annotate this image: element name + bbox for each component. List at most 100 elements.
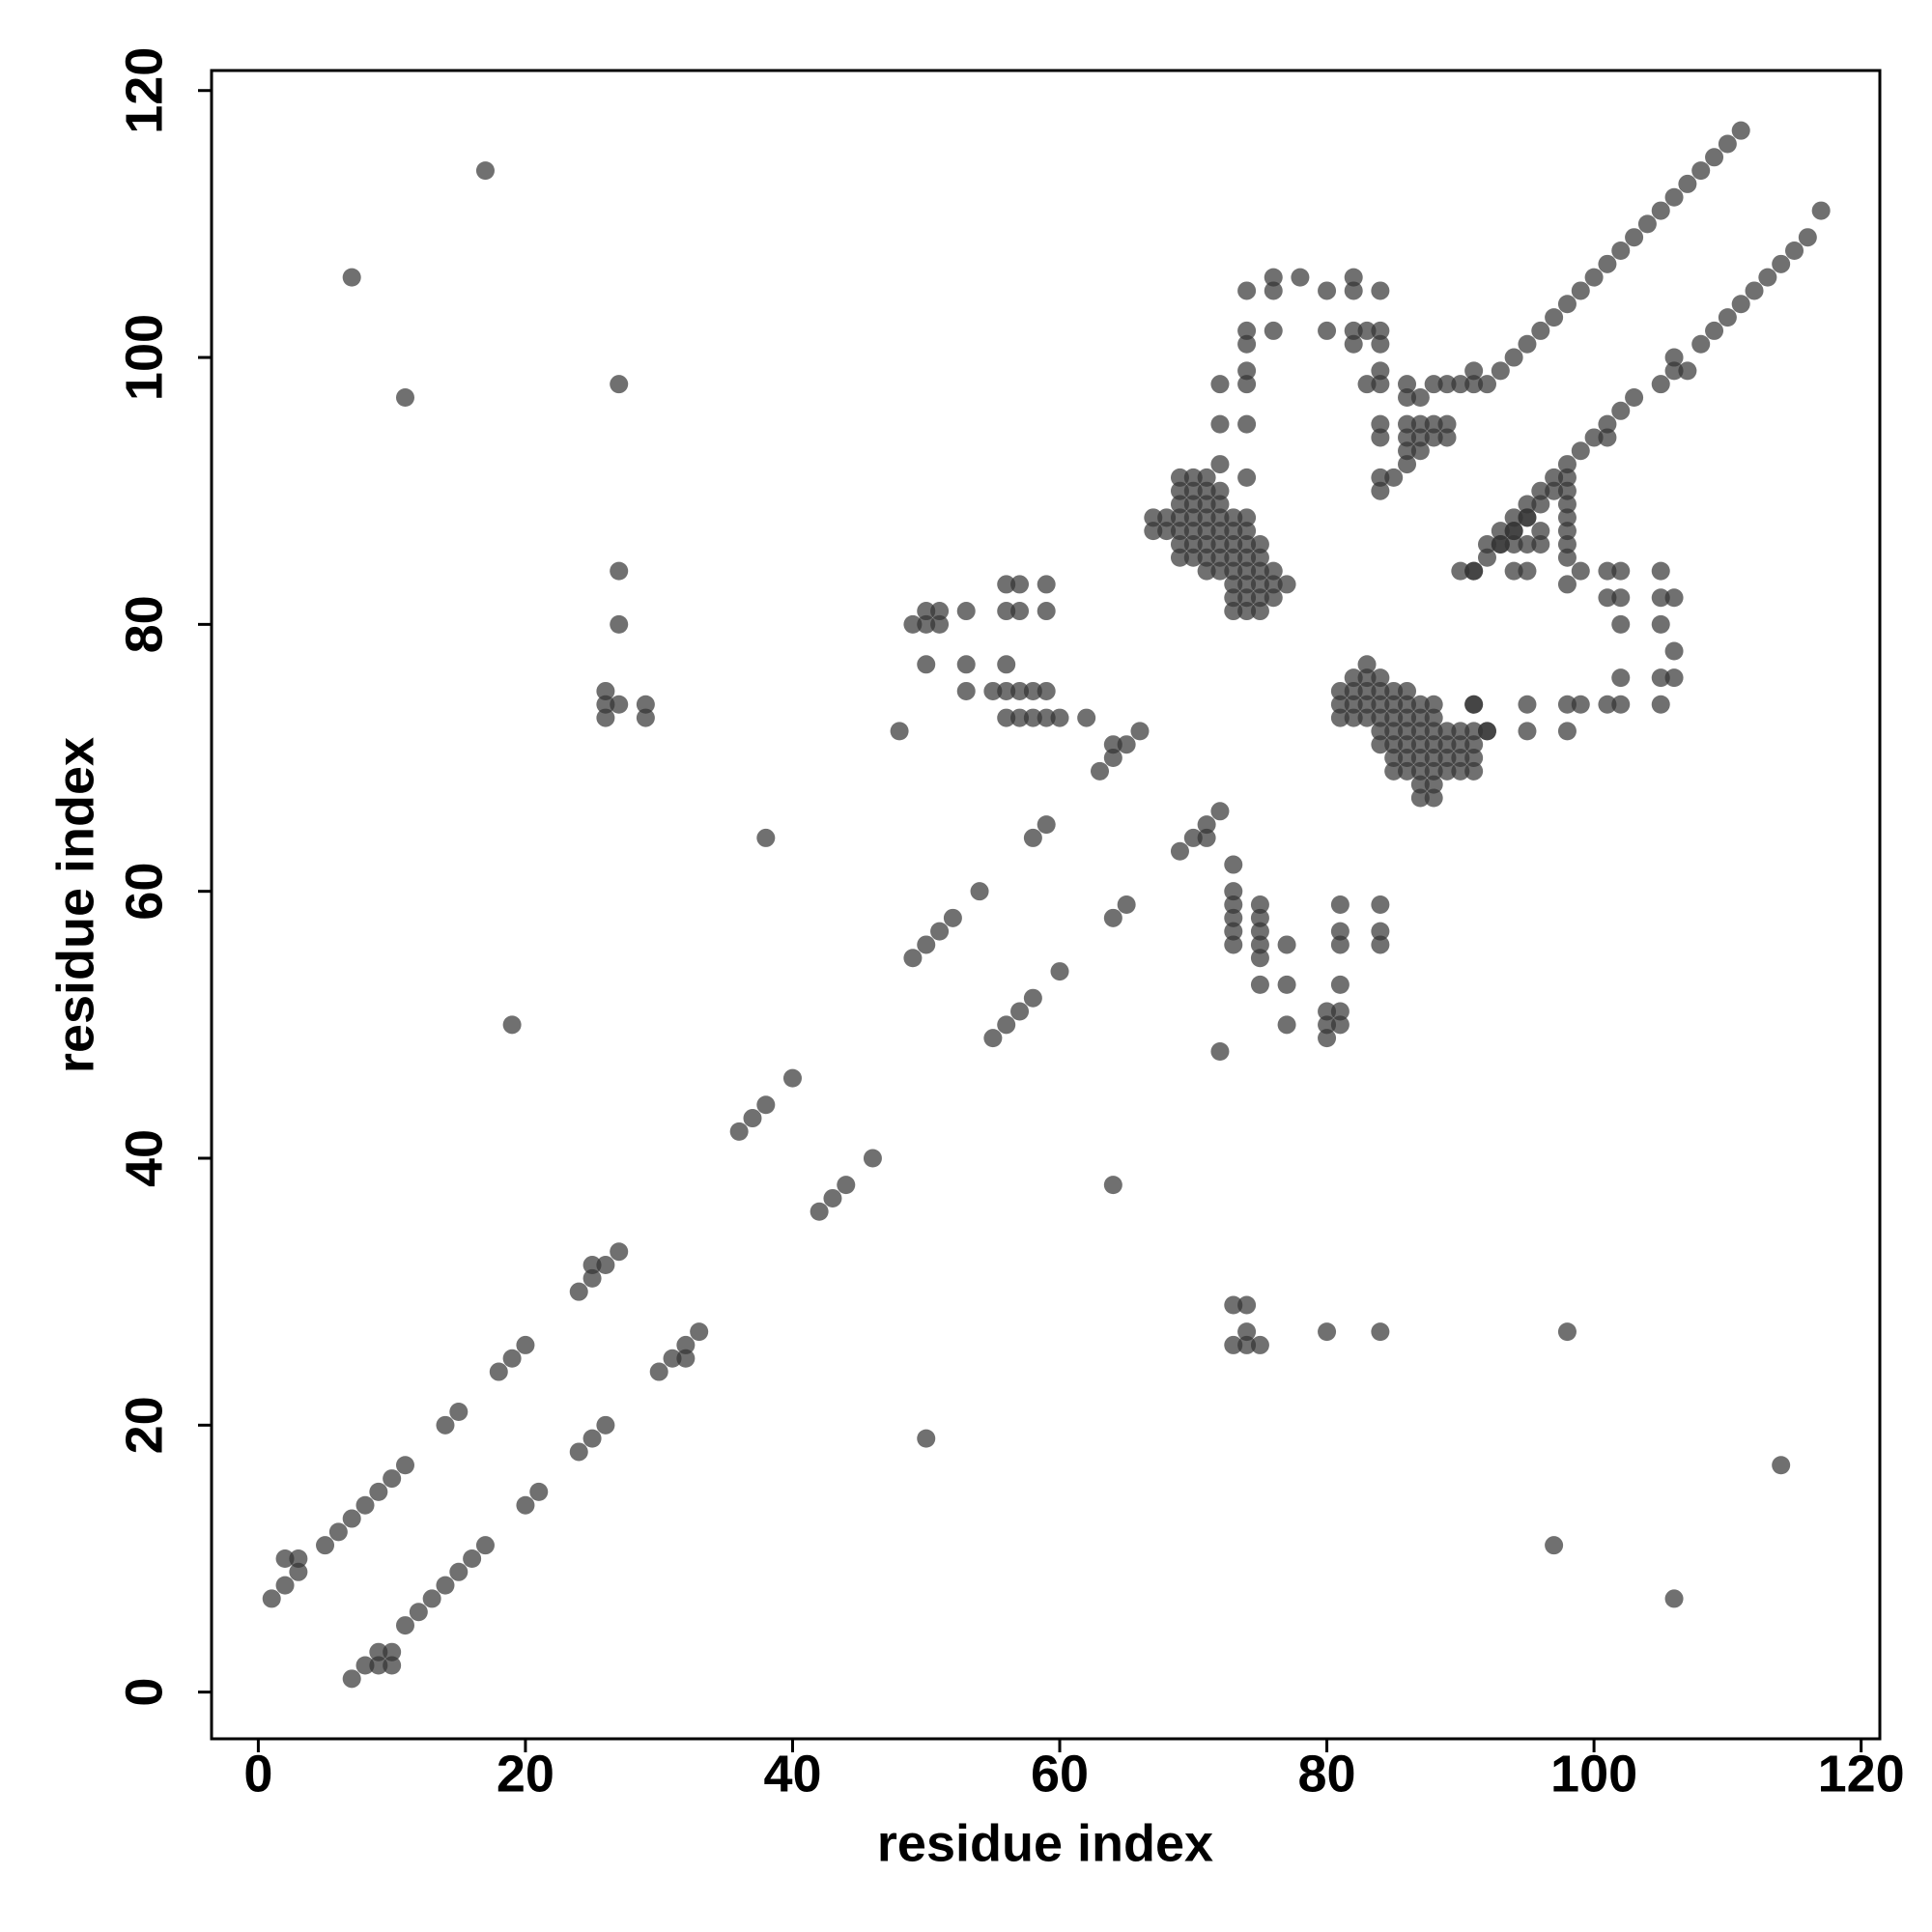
point	[1010, 575, 1030, 594]
point	[582, 1429, 602, 1448]
point	[823, 1188, 842, 1208]
point	[1424, 695, 1443, 714]
point	[903, 949, 923, 968]
point	[1464, 361, 1484, 381]
point	[1237, 602, 1257, 621]
point	[1410, 722, 1430, 741]
point	[1224, 522, 1243, 541]
point	[1557, 534, 1577, 554]
point	[1224, 534, 1243, 554]
point	[1277, 935, 1296, 954]
point	[355, 1656, 375, 1675]
point	[1197, 481, 1216, 500]
point	[930, 614, 950, 634]
point	[409, 1603, 428, 1622]
point	[1584, 428, 1604, 447]
point	[1625, 228, 1644, 247]
point	[1250, 534, 1269, 554]
point	[1424, 428, 1443, 447]
point	[782, 1068, 802, 1088]
point	[1357, 668, 1377, 688]
point	[1504, 522, 1523, 541]
x-tick-label: 20	[497, 1745, 554, 1803]
point	[1410, 735, 1430, 754]
point	[1170, 534, 1189, 554]
point	[1357, 375, 1377, 394]
point	[610, 1242, 629, 1262]
point	[1424, 735, 1443, 754]
point	[1237, 361, 1257, 381]
point	[837, 1176, 856, 1195]
point	[1170, 841, 1189, 861]
point	[489, 1362, 508, 1381]
point	[1625, 387, 1644, 407]
point	[1371, 375, 1390, 394]
point	[1451, 722, 1470, 741]
point	[1531, 321, 1550, 340]
point	[1518, 508, 1537, 527]
point	[1437, 428, 1457, 447]
point	[395, 1456, 414, 1475]
point	[1384, 708, 1404, 727]
point	[1157, 522, 1177, 541]
point	[1398, 414, 1417, 434]
point	[383, 1469, 402, 1489]
point	[1250, 895, 1269, 914]
point	[1518, 334, 1537, 354]
point	[1103, 749, 1122, 768]
point	[1357, 321, 1377, 340]
point	[1250, 575, 1269, 594]
point	[1371, 428, 1390, 447]
point	[1557, 481, 1577, 500]
y-tick-label: 60	[115, 863, 173, 921]
point	[903, 614, 923, 634]
point	[1557, 455, 1577, 474]
point	[1237, 334, 1257, 354]
point	[1598, 428, 1617, 447]
point	[1451, 761, 1470, 781]
point	[1611, 561, 1631, 581]
point	[1357, 681, 1377, 700]
point	[1330, 975, 1350, 994]
point	[342, 268, 361, 287]
point	[529, 1482, 549, 1501]
point	[1371, 334, 1390, 354]
point	[1518, 534, 1537, 554]
point	[1424, 749, 1443, 768]
point	[1545, 481, 1564, 500]
point	[997, 602, 1016, 621]
point	[1224, 895, 1243, 914]
point	[1250, 949, 1269, 968]
point	[1371, 695, 1390, 714]
point	[917, 602, 936, 621]
point	[1210, 1041, 1230, 1061]
point	[1210, 495, 1230, 514]
point	[1344, 281, 1363, 300]
point	[1651, 614, 1670, 634]
point	[1237, 575, 1257, 594]
point	[1437, 375, 1457, 394]
point	[1424, 788, 1443, 808]
point	[1224, 908, 1243, 927]
point	[1010, 708, 1030, 727]
point	[1224, 855, 1243, 874]
point	[1023, 828, 1042, 847]
point	[1731, 121, 1750, 140]
point	[436, 1415, 455, 1435]
point	[1384, 722, 1404, 741]
point	[596, 695, 615, 714]
point	[1318, 321, 1337, 340]
point	[1410, 761, 1430, 781]
point	[1170, 468, 1189, 487]
point	[610, 614, 629, 634]
point	[676, 1335, 696, 1354]
point	[1557, 722, 1577, 741]
point	[1237, 375, 1257, 394]
point	[1611, 668, 1631, 688]
point	[1410, 695, 1430, 714]
point	[1571, 281, 1590, 300]
point	[1384, 761, 1404, 781]
point	[1318, 1002, 1337, 1021]
x-tick-label: 80	[1298, 1745, 1356, 1803]
point	[1330, 922, 1350, 941]
